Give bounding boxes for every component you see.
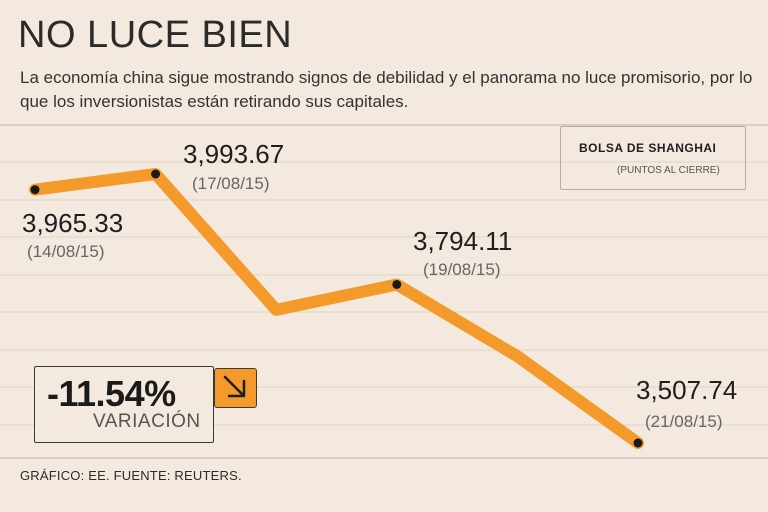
data-label-date: (14/08/15) bbox=[27, 242, 105, 261]
data-label-value: 3,993.67 bbox=[183, 139, 284, 169]
data-label-value: 3,965.33 bbox=[22, 208, 123, 238]
legend-title: BOLSA DE SHANGHAI bbox=[579, 141, 717, 155]
data-label-value: 3,507.74 bbox=[636, 375, 737, 405]
data-label-date: (17/08/15) bbox=[192, 174, 270, 193]
variation-label: VARIACIÓN bbox=[93, 411, 201, 432]
chart-title: NO LUCE BIEN bbox=[18, 14, 293, 56]
legend-subtitle: (PUNTOS AL CIERRE) bbox=[617, 165, 720, 176]
data-points bbox=[30, 169, 643, 448]
down-arrow-icon bbox=[214, 368, 257, 408]
chart-subtitle: La economía china sigue mostrando signos… bbox=[20, 68, 753, 111]
data-point bbox=[30, 185, 40, 195]
data-label-date: (19/08/15) bbox=[423, 260, 501, 279]
series-line-layer bbox=[29, 168, 644, 449]
variation-box: -11.54% VARIACIÓN bbox=[34, 366, 214, 443]
variation-value: -11.54% bbox=[47, 373, 176, 414]
data-point bbox=[392, 279, 402, 289]
legend-box: BOLSA DE SHANGHAI (PUNTOS AL CIERRE) bbox=[560, 126, 746, 190]
data-label-value: 3,794.11 bbox=[413, 226, 512, 256]
series-line bbox=[29, 168, 644, 449]
data-labels: 3,965.33 (14/08/15) 3,993.67 (17/08/15) 3,79… bbox=[22, 139, 737, 431]
source-credit: GRÁFICO: EE. FUENTE: REUTERS. bbox=[20, 468, 242, 483]
data-point bbox=[633, 438, 643, 448]
data-point bbox=[151, 169, 161, 179]
data-label-date: (21/08/15) bbox=[645, 412, 723, 431]
